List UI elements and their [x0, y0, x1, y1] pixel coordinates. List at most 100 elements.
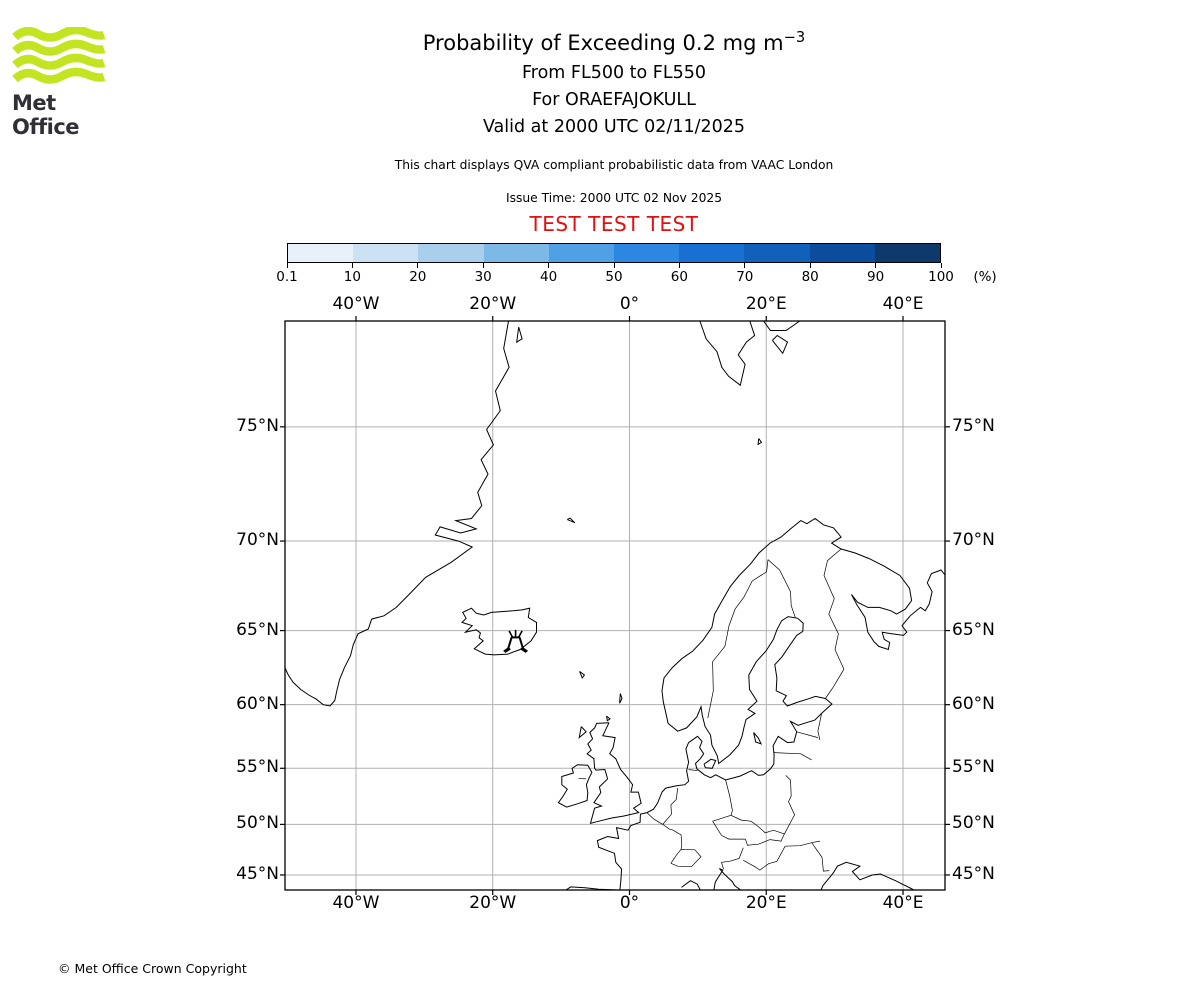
lon-label-bottom: 0°: [619, 893, 640, 913]
coastline: [596, 517, 945, 890]
colorbar-tick-label: 50: [605, 269, 623, 285]
border-line: [670, 848, 702, 868]
colorbar-segment: [809, 244, 875, 262]
colorbar-tick: [809, 263, 811, 268]
border-line: [646, 812, 673, 831]
border-line: [707, 559, 769, 719]
volcano-marker-icon: [503, 629, 529, 653]
lat-label-right: 70°N: [952, 530, 995, 551]
colorbar-segment: [483, 244, 549, 262]
coastline: [699, 321, 756, 387]
lat-label-left: 70°N: [236, 530, 279, 551]
met-office-logo: Met Office: [12, 25, 122, 139]
border-line: [784, 775, 795, 835]
border-line: [672, 829, 683, 850]
lon-label-top: 40°E: [882, 294, 924, 314]
border-line: [767, 559, 796, 618]
lat-label-left: 45°N: [236, 863, 279, 884]
page-title: Probability of Exceeding 0.2 mg m−3: [14, 29, 1200, 55]
coastline: [757, 438, 763, 446]
lon-label-bottom: 20°W: [469, 893, 517, 913]
border-line: [785, 840, 820, 847]
colorbar-segment: [418, 244, 484, 262]
coastline: [285, 321, 510, 707]
coastline: [820, 861, 915, 890]
lon-label-top: 40°W: [332, 294, 380, 314]
colorbar-tick: [875, 263, 877, 268]
colorbar-tick-label: 80: [801, 269, 819, 285]
colorbar-segment: [288, 244, 354, 262]
colorbar-tick: [482, 263, 484, 268]
coastline: [713, 868, 741, 890]
colorbar-tick-label: 100: [928, 269, 954, 285]
lon-label-top: 0°: [619, 294, 640, 314]
lat-label-right: 45°N: [952, 863, 995, 884]
border-line: [662, 813, 672, 825]
colorbar-tick-label: 40: [540, 269, 558, 285]
title-text: Probability of Exceeding 0.2 mg m: [422, 31, 784, 55]
lon-label-bottom: 40°W: [332, 893, 380, 913]
colorbar-tick-label: 60: [670, 269, 688, 285]
colorbar-tick: [286, 263, 288, 268]
country-borders: [578, 548, 845, 872]
coastline: [578, 726, 587, 739]
colorbar-tick-label: 30: [474, 269, 492, 285]
colorbar-tick: [678, 263, 680, 268]
colorbar-tick: [744, 263, 746, 268]
border-line: [796, 731, 818, 738]
subtitle-flight-levels: From FL500 to FL550: [521, 63, 707, 83]
colorbar-segment: [353, 244, 419, 262]
graticule: [285, 321, 945, 890]
border-line: [773, 752, 812, 761]
lat-label-left: 75°N: [236, 415, 279, 436]
colorbar-tick: [417, 263, 419, 268]
axis-ticks: [280, 316, 950, 895]
colorbar-tick: [351, 263, 353, 268]
lat-label-left: 60°N: [236, 693, 279, 714]
issue-time: Issue Time: 2000 UTC 02 Nov 2025: [505, 191, 723, 205]
coastline: [703, 758, 717, 769]
border-line: [721, 847, 744, 870]
colorbar-segment: [548, 244, 615, 262]
border-line: [817, 713, 822, 741]
lon-label-top: 20°E: [745, 294, 787, 314]
coastline: [772, 334, 789, 355]
lat-label-right: 60°N: [952, 693, 995, 714]
lon-label-bottom: 20°E: [745, 893, 787, 913]
lat-label-right: 55°N: [952, 757, 995, 778]
qva-note: This chart displays QVA compliant probab…: [394, 158, 834, 172]
colorbar-unit: (%): [973, 269, 997, 285]
lon-label-bottom: 40°E: [882, 893, 924, 913]
subtitle-volcano: For ORAEFAJOKULL: [532, 90, 696, 110]
lat-label-right: 75°N: [952, 415, 995, 436]
test-banner: TEST TEST TEST: [529, 212, 699, 236]
colorbar-tick-label: 10: [343, 269, 361, 285]
border-line: [823, 548, 845, 699]
colorbar-tick: [613, 263, 615, 268]
map-frame: [284, 320, 946, 891]
lat-label-right: 65°N: [952, 619, 995, 640]
border-line: [745, 833, 785, 846]
coastline: [619, 693, 623, 704]
coastline: [567, 517, 576, 524]
border-line: [730, 814, 785, 835]
coastline: [516, 326, 523, 344]
logo-wordmark: Met Office: [12, 91, 80, 139]
coastline: [753, 732, 763, 745]
border-line: [688, 769, 698, 772]
colorbar-tick-label: 20: [409, 269, 427, 285]
colorbar-segment: [744, 244, 810, 262]
coastline: [461, 607, 537, 656]
colorbar-tick-label: 90: [867, 269, 885, 285]
border-line: [743, 846, 786, 871]
lat-label-left: 55°N: [236, 757, 279, 778]
copyright-notice: © Met Office Crown Copyright: [58, 961, 247, 976]
border-line: [578, 777, 587, 780]
coastline: [557, 764, 593, 808]
coastline: [681, 880, 701, 890]
colorbar-tick-label: 70: [736, 269, 754, 285]
lat-label-right: 50°N: [952, 813, 995, 834]
lat-label-left: 50°N: [236, 813, 279, 834]
colorbar-tick-label: 0.1: [276, 269, 298, 285]
